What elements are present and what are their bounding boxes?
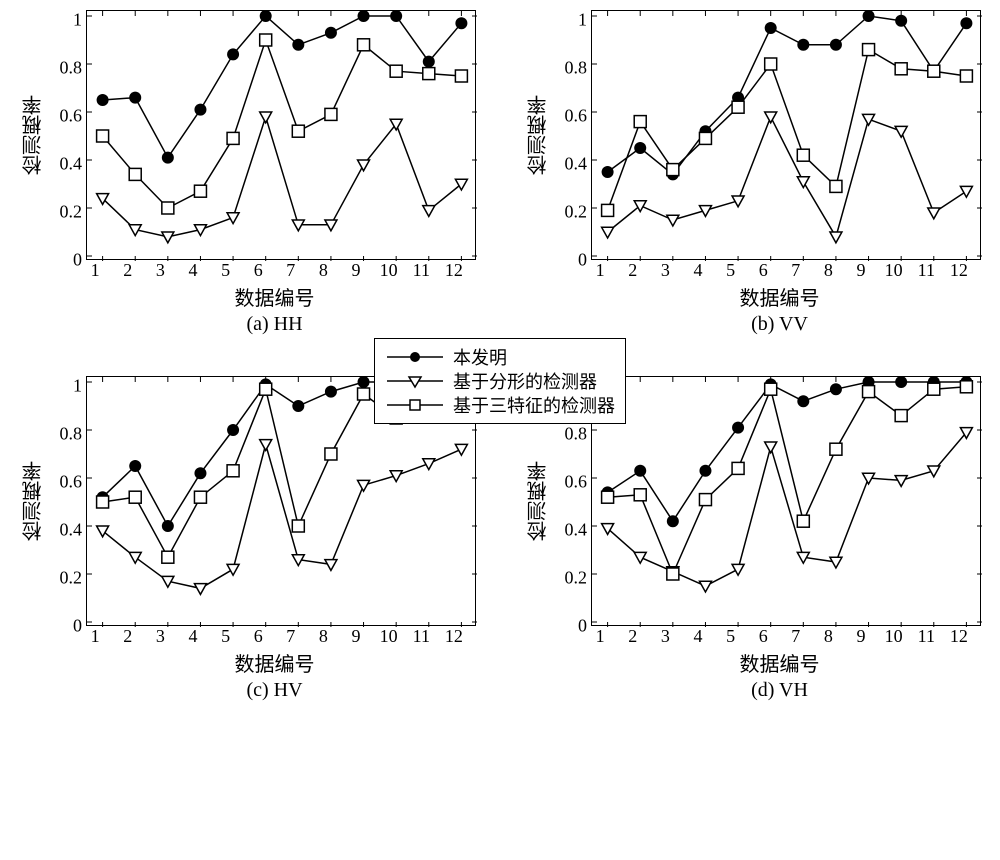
xtick-label: 4 [188,260,197,281]
ytick-label: 0.4 [565,520,588,541]
xtick-label: 9 [857,260,866,281]
legend-item-fractal: 基于分形的检测器 [385,369,615,393]
ytick-label: 0.6 [60,106,83,127]
xtick-label: 10 [380,260,398,281]
xtick-label: 10 [885,260,903,281]
xtick-label: 1 [91,626,100,647]
ylabel: 检测概率 [19,95,48,175]
legend-item-invention: 本发明 [385,345,615,369]
xlabel: 数据编号 [585,282,975,311]
xtick-label: 7 [791,260,800,281]
xtick-label: 3 [661,260,670,281]
xtick-label: 10 [885,626,903,647]
xlabel: 数据编号 [585,648,975,677]
xtick-label: 6 [759,626,768,647]
plot-frame [591,376,981,626]
subplot-VH: 检测概率00.20.40.60.81123456789101112数据编号(d)… [515,376,990,702]
plot-frame [86,10,476,260]
xtick-label: 8 [319,626,328,647]
xtick-label: 9 [857,626,866,647]
xtick-label: 9 [352,626,361,647]
xtick-label: 5 [221,260,230,281]
xtick-label: 10 [380,626,398,647]
xtick-label: 12 [445,626,463,647]
ylabel: 检测概率 [524,95,553,175]
legend: 本发明 基于分形的检测器 基于三特征的检测器 [374,338,626,424]
xtick-label: 7 [286,260,295,281]
ytick-label: 0.8 [60,58,83,79]
xtick-label: 11 [918,260,935,281]
ytick-label: 0.2 [60,568,83,589]
xtick-label: 6 [759,260,768,281]
xtick-label: 2 [628,260,637,281]
xtick-label: 12 [950,260,968,281]
xtick-label: 4 [693,260,702,281]
subplot-HV: 检测概率00.20.40.60.81123456789101112数据编号(c)… [10,376,485,702]
xtick-label: 6 [254,260,263,281]
ytick-label: 0.6 [60,472,83,493]
xtick-label: 7 [791,626,800,647]
xtick-label: 4 [188,626,197,647]
ylabel: 检测概率 [524,461,553,541]
ytick-label: 1 [73,376,82,397]
ytick-label: 0.2 [60,202,83,223]
xtick-label: 6 [254,626,263,647]
xtick-label: 3 [156,626,165,647]
ytick-label: 0.4 [60,520,83,541]
xtick-label: 2 [123,626,132,647]
xtick-label: 2 [628,626,637,647]
xtick-label: 3 [661,626,670,647]
xtick-label: 12 [950,626,968,647]
xlabel: 数据编号 [80,648,470,677]
legend-label-invention: 本发明 [453,344,507,370]
legend-item-tri: 基于三特征的检测器 [385,393,615,417]
xtick-label: 9 [352,260,361,281]
ytick-label: 0.6 [565,472,588,493]
xtick-label: 1 [596,260,605,281]
legend-label-fractal: 基于分形的检测器 [453,368,597,394]
ytick-label: 0.8 [565,58,588,79]
plot-frame [591,10,981,260]
xtick-label: 11 [413,626,430,647]
subplot-label: (b) VV [585,313,975,336]
xtick-label: 2 [123,260,132,281]
xlabel: 数据编号 [80,282,470,311]
xtick-label: 5 [726,260,735,281]
xtick-label: 1 [596,626,605,647]
ytick-label: 0.2 [565,568,588,589]
xtick-label: 7 [286,626,295,647]
xtick-label: 8 [319,260,328,281]
xtick-label: 4 [693,626,702,647]
xtick-label: 5 [221,626,230,647]
subplot-label: (d) VH [585,679,975,702]
xtick-label: 3 [156,260,165,281]
subplot-HH: 检测概率00.20.40.60.81123456789101112数据编号(a)… [10,10,485,336]
xtick-label: 11 [918,626,935,647]
ytick-label: 0.6 [565,106,588,127]
ytick-label: 0.4 [60,154,83,175]
ytick-label: 1 [578,10,587,31]
ytick-label: 0.2 [565,202,588,223]
legend-label-tri: 基于三特征的检测器 [453,392,615,418]
xtick-label: 8 [824,260,833,281]
xtick-label: 5 [726,626,735,647]
ytick-label: 0.8 [60,424,83,445]
subplot-label: (a) HH [80,313,470,336]
xtick-label: 12 [445,260,463,281]
ytick-label: 0.8 [565,424,588,445]
ytick-label: 1 [73,10,82,31]
subplot-VV: 检测概率00.20.40.60.81123456789101112数据编号(b)… [515,10,990,336]
ylabel: 检测概率 [19,461,48,541]
xtick-label: 8 [824,626,833,647]
subplot-label: (c) HV [80,679,470,702]
xtick-label: 11 [413,260,430,281]
xtick-label: 1 [91,260,100,281]
ytick-label: 0.4 [565,154,588,175]
